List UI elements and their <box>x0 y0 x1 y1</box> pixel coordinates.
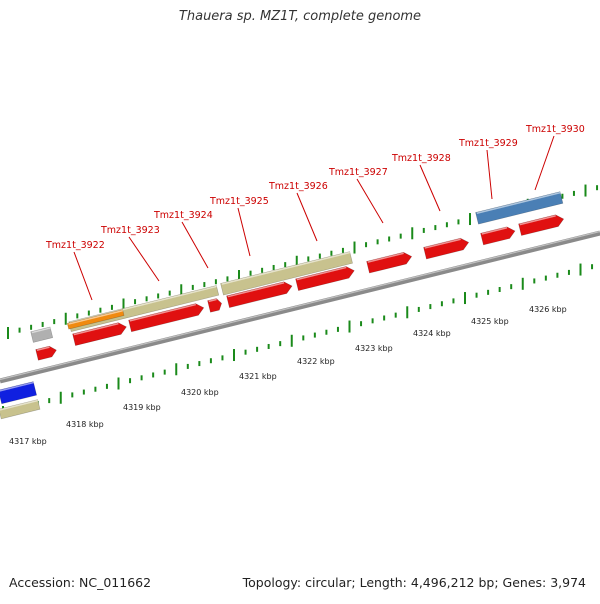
cds-feature <box>207 298 222 313</box>
blue-feature-shine <box>0 381 34 392</box>
gene-callout-line <box>296 192 318 242</box>
upper-tick-track <box>7 184 599 339</box>
genome-backbone-highlight <box>0 230 600 381</box>
gene-callouts: Tmz1t_3922 Tmz1t_3923 Tmz1t_3924 Tmz1t_3925… <box>45 124 585 301</box>
ruler-label: 4322 kbp <box>297 357 335 366</box>
gene-callout-line <box>356 178 384 224</box>
ruler-label: 4323 kbp <box>355 344 393 353</box>
cds-feature-shape <box>423 237 470 260</box>
ruler-label: 4321 kbp <box>239 372 277 381</box>
orange-feature <box>66 309 125 330</box>
cds-feature-shape <box>35 345 57 361</box>
ruler-label: 4324 kbp <box>413 329 451 338</box>
steelblue-feature-shape <box>475 191 564 225</box>
cds-feature-shine <box>227 282 285 298</box>
gene-callout-line <box>534 135 555 191</box>
gene-label: Tmz1t_3922 <box>45 240 105 251</box>
cds-feature-shine <box>36 346 50 351</box>
position-ruler: 4317 kbp 4318 kbp 4319 kbp 4320 kbp 4321 kbp… <box>9 305 567 446</box>
cds-feature <box>295 266 355 291</box>
cds-feature-shape <box>207 298 222 313</box>
gene-label: Tmz1t_3929 <box>458 138 518 149</box>
gene-callout-line <box>237 207 251 257</box>
cds-feature-shape <box>72 322 127 346</box>
gene-label: Tmz1t_3925 <box>209 196 269 207</box>
cds-feature-shine <box>519 215 556 226</box>
rrna-feature <box>220 251 353 296</box>
rrna-feature-shine <box>221 251 351 285</box>
genome-backbone <box>0 230 600 384</box>
cds-feature <box>366 251 413 274</box>
cds-feature-shape <box>480 226 516 246</box>
gray-feature-shine <box>31 327 51 334</box>
rrna-feature-shine <box>69 285 217 324</box>
cds-feature-shine <box>129 303 196 322</box>
gene-label: Tmz1t_3927 <box>328 167 388 178</box>
cds-feature-shine <box>481 227 508 235</box>
rrna-feature-shine <box>0 399 39 411</box>
cds-feature-shape <box>226 281 293 308</box>
cds-feature-shine <box>424 238 461 249</box>
blue-feature <box>0 381 37 405</box>
cds-feature-shine <box>73 322 119 336</box>
orange-feature-shine <box>68 309 124 325</box>
cds-feature <box>423 237 470 260</box>
map-title: Thauera sp. MZ1T, complete genome <box>178 9 422 24</box>
cds-feature-shape <box>518 214 565 236</box>
gene-label: Tmz1t_3926 <box>268 181 328 192</box>
gene-callout-line <box>73 251 93 301</box>
genome-summary-text: Topology: circular; Length: 4,496,212 bp… <box>242 575 586 590</box>
ruler-label: 4320 kbp <box>181 388 219 397</box>
rrna-feature-shape <box>220 251 353 296</box>
blue-feature-shape <box>0 381 37 405</box>
gene-callout-line <box>486 149 493 200</box>
cds-feature <box>72 322 127 346</box>
cds-feature <box>35 345 57 361</box>
cds-feature <box>480 226 516 246</box>
gene-callout-line <box>181 221 209 269</box>
feature-track <box>0 191 565 420</box>
cds-feature <box>128 303 205 333</box>
cds-feature-shine <box>208 298 217 303</box>
gene-callout-line <box>128 236 160 282</box>
cds-feature-shape <box>128 303 205 333</box>
gray-feature <box>30 326 54 343</box>
cds-feature <box>226 281 293 308</box>
cds-feature-shine <box>296 266 347 281</box>
gene-label: Tmz1t_3928 <box>391 153 451 164</box>
gene-callout-line <box>419 164 441 212</box>
cds-feature-shape <box>366 251 413 274</box>
steelblue-feature-shine <box>476 191 561 214</box>
gray-feature-shape <box>30 326 54 343</box>
lower-tick-track <box>2 263 594 418</box>
cds-feature-shape <box>295 266 355 291</box>
accession-text: Accession: NC_011662 <box>9 575 152 590</box>
gene-label: Tmz1t_3930 <box>525 124 585 135</box>
ruler-label: 4325 kbp <box>471 317 509 326</box>
cds-feature <box>518 214 565 236</box>
steelblue-feature <box>475 191 564 225</box>
ruler-label: 4319 kbp <box>123 403 161 412</box>
ruler-label: 4317 kbp <box>9 437 47 446</box>
ruler-label: 4318 kbp <box>66 420 104 429</box>
gene-label: Tmz1t_3923 <box>100 225 160 236</box>
cds-feature-shine <box>367 252 404 263</box>
gene-label: Tmz1t_3924 <box>153 210 213 221</box>
rrna-feature-shape <box>0 399 41 420</box>
ruler-label: 4326 kbp <box>529 305 567 314</box>
rrna-feature <box>0 399 41 420</box>
